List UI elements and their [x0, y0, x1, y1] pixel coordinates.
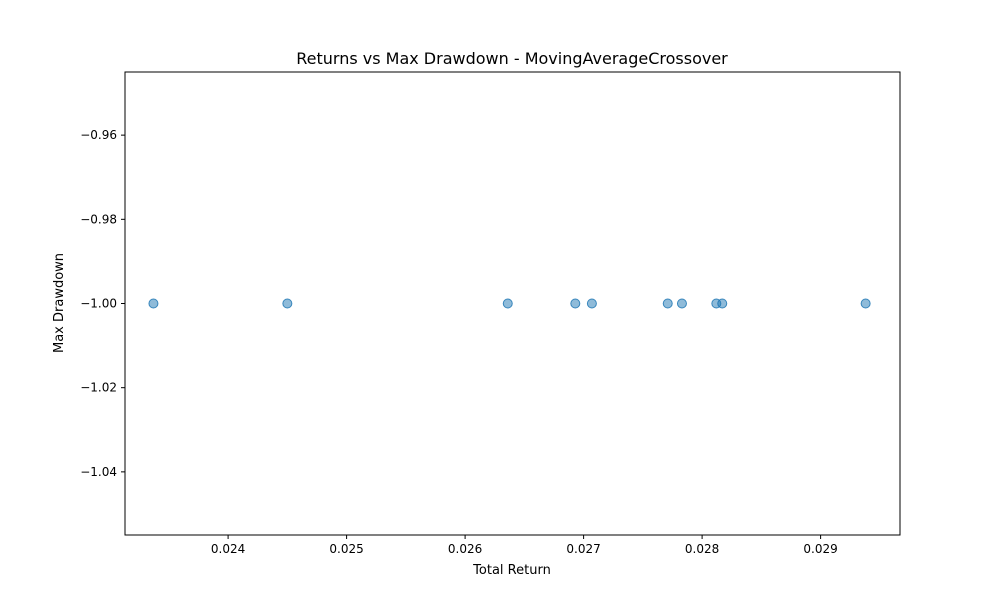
- x-axis-label: Total Return: [472, 563, 551, 578]
- data-point-5: [662, 298, 673, 309]
- data-point-0: [148, 298, 159, 309]
- y-axis-label: Max Drawdown: [52, 253, 67, 353]
- y-tick-label: −1.04: [80, 465, 117, 479]
- data-point-9: [860, 298, 871, 309]
- data-point-2: [502, 298, 513, 309]
- plot-area-frame: [124, 71, 901, 536]
- x-tick-label: 0.029: [803, 542, 837, 556]
- x-tick-label: 0.027: [566, 542, 600, 556]
- x-tick-label: 0.028: [685, 542, 719, 556]
- data-points: [148, 298, 871, 309]
- data-point-6: [676, 298, 687, 309]
- x-tick-label: 0.025: [329, 542, 363, 556]
- data-point-1: [282, 298, 293, 309]
- x-tick-label: 0.026: [448, 542, 482, 556]
- x-axis: 0.024 0.025 0.026 0.027 0.028 0.029: [211, 535, 838, 556]
- y-tick-label: −1.00: [80, 297, 117, 311]
- data-point-4: [586, 298, 597, 309]
- y-tick-label: −0.96: [80, 128, 117, 142]
- y-axis: −0.96 −0.98 −1.00 −1.02 −1.04: [80, 128, 125, 479]
- chart-title: Returns vs Max Drawdown - MovingAverageC…: [296, 49, 728, 68]
- x-tick-label: 0.024: [211, 542, 245, 556]
- data-point-3: [570, 298, 581, 309]
- data-point-8: [717, 298, 728, 309]
- y-tick-label: −1.02: [80, 381, 117, 395]
- y-tick-label: −0.98: [80, 212, 117, 226]
